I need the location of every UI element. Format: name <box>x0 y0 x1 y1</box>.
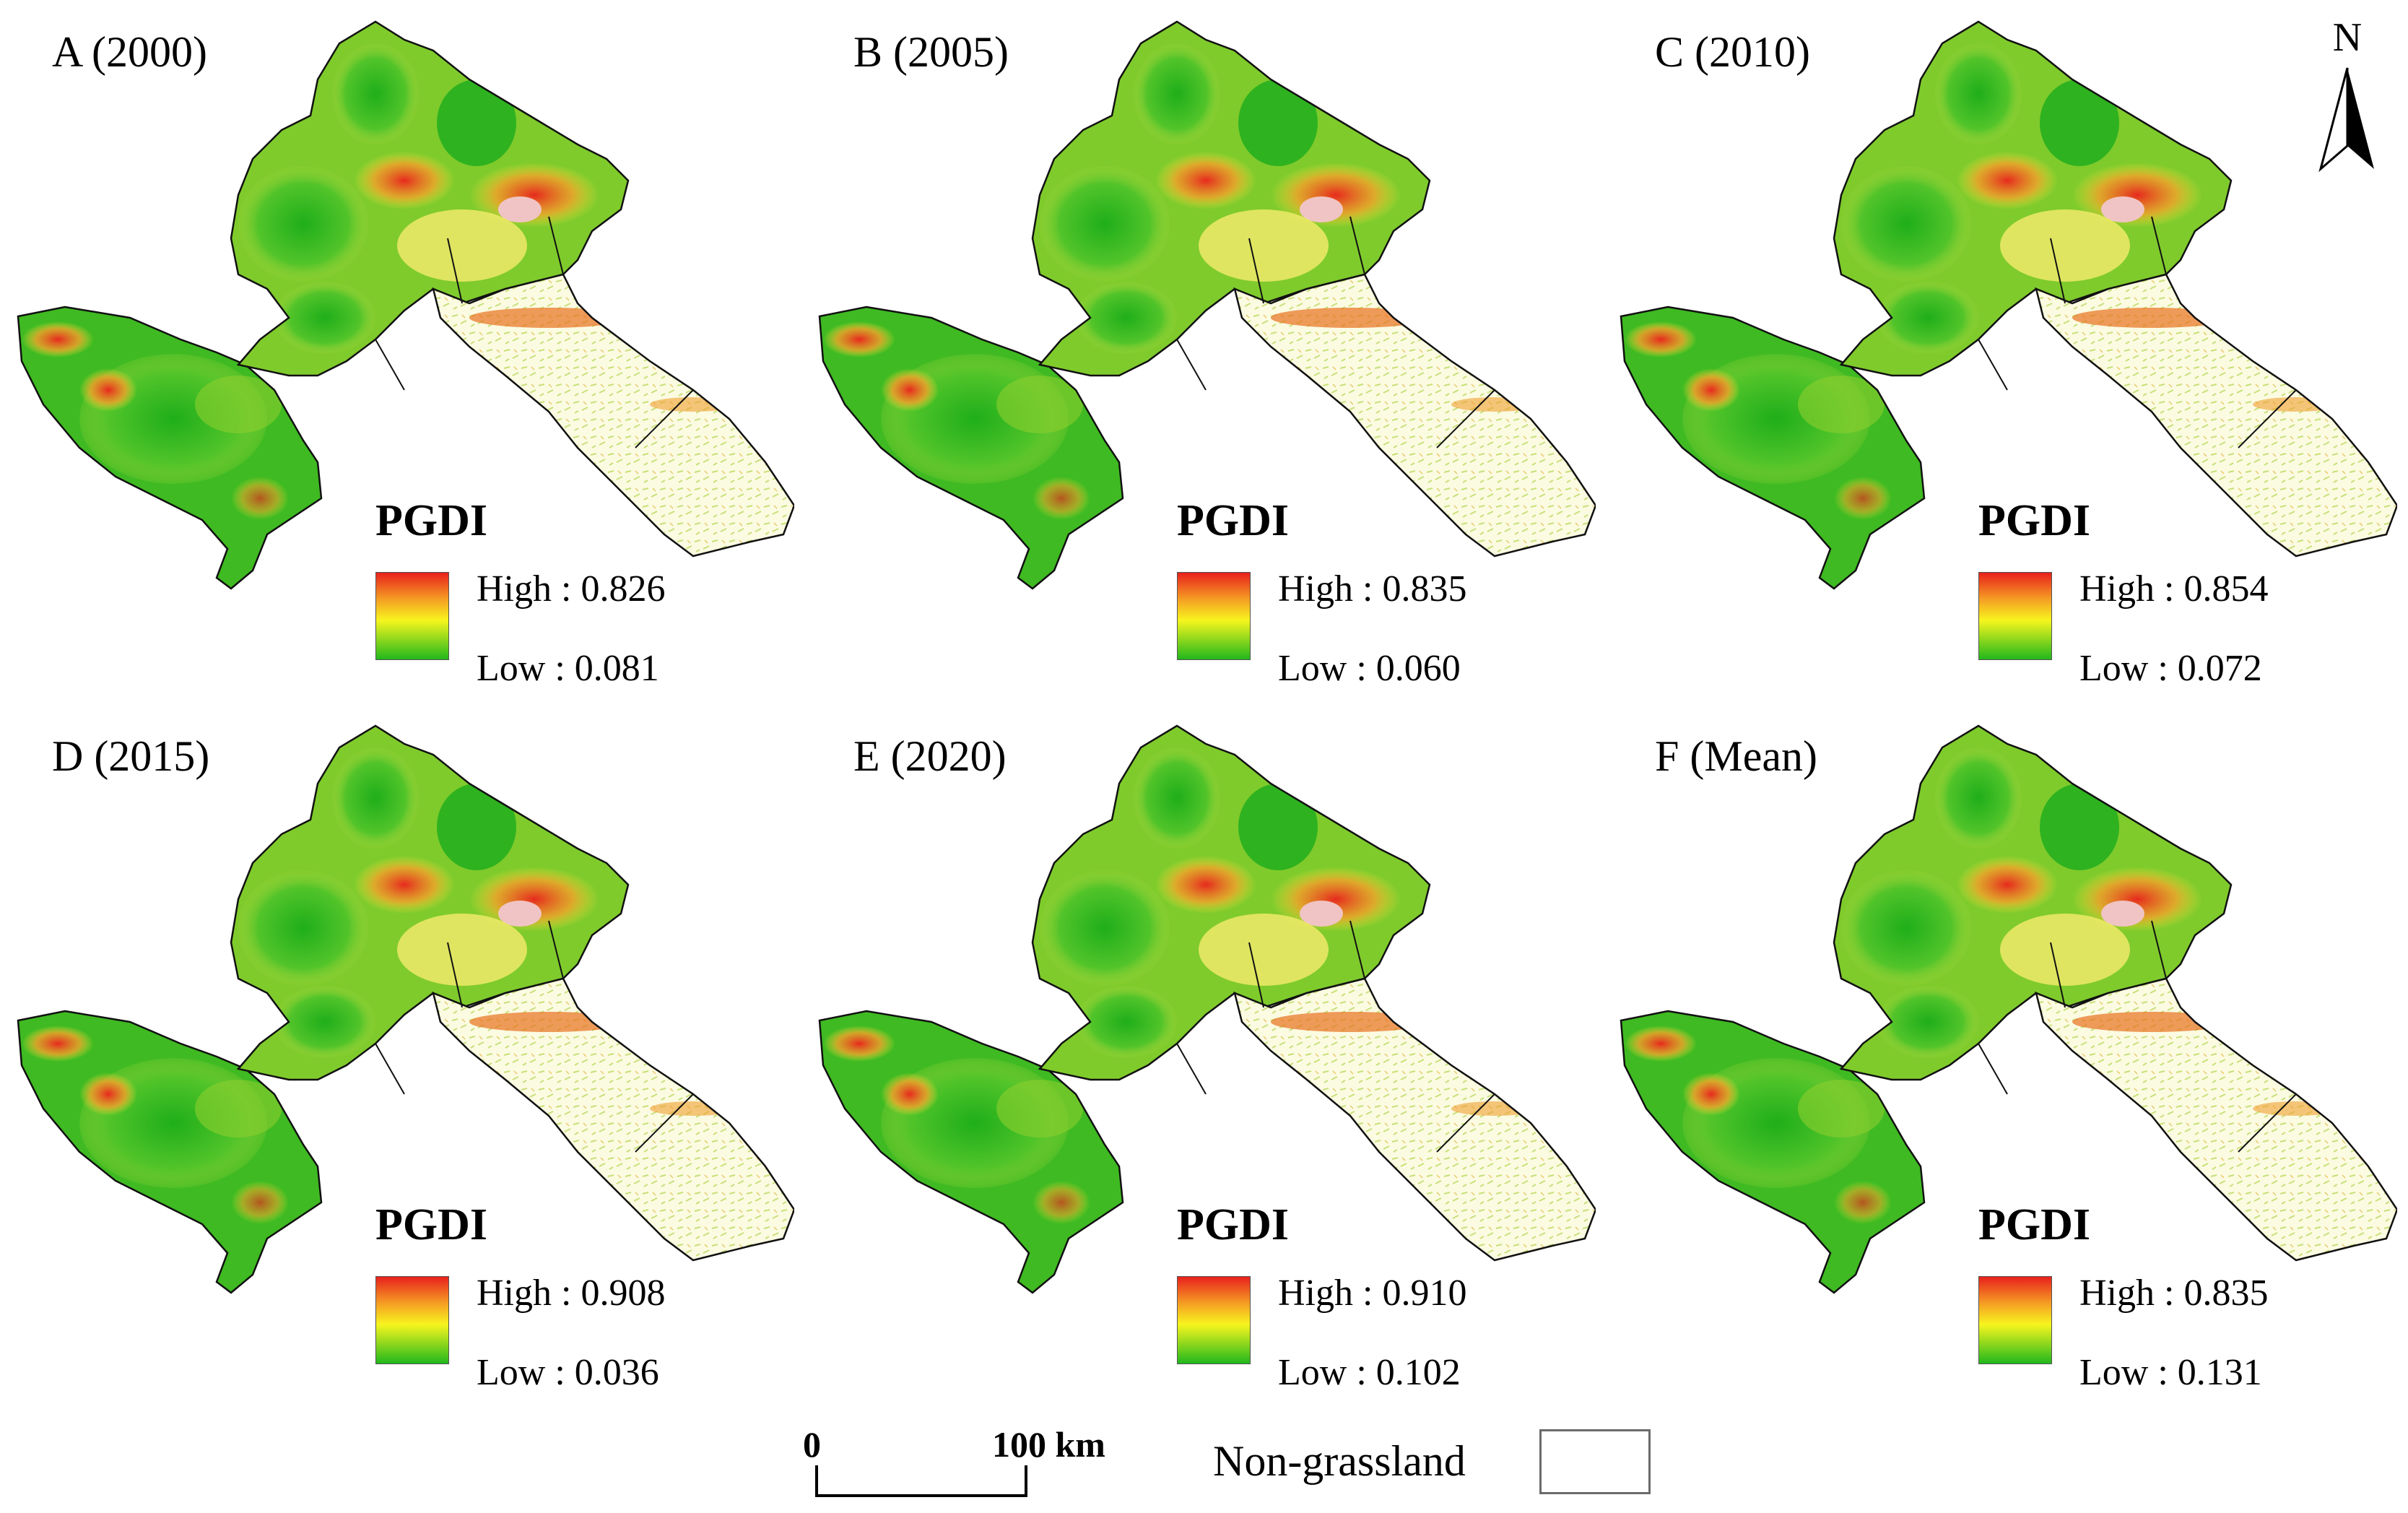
panel-label-f: F (Mean) <box>1655 732 1817 780</box>
legend-high-c: High : 0.854 <box>2079 568 2269 610</box>
legend-title-c: PGDI <box>1978 496 2090 545</box>
legend-f: PGDI High : 0.835 Low : 0.131 <box>1978 1200 2383 1393</box>
panel-label-b: B (2005) <box>853 28 1009 76</box>
legend-high-e: High : 0.910 <box>1278 1273 1467 1314</box>
legend-color-ramp-d <box>375 1276 449 1364</box>
legend-high-f: High : 0.835 <box>2079 1273 2269 1314</box>
north-arrow-letter: N <box>2332 15 2363 60</box>
legend-title-b: PGDI <box>1177 496 1289 545</box>
legend-color-ramp-e <box>1177 1276 1251 1364</box>
legend-b: PGDI High : 0.835 Low : 0.060 <box>1177 496 1581 689</box>
panel-label-a: A (2000) <box>52 28 207 76</box>
panel-label-e: E (2020) <box>853 732 1007 780</box>
legend-high-a: High : 0.826 <box>477 568 666 610</box>
legend-high-b: High : 0.835 <box>1278 568 1467 610</box>
map-panel-e: E (2020) PGDI High : 0.910 Low : 0.102 <box>801 704 1596 1412</box>
map-panel-f: F (Mean) PGDI High : 0.835 Low : 0.131 <box>1603 704 2397 1412</box>
legend-low-e: Low : 0.102 <box>1278 1352 1461 1393</box>
map-panel-a: A (2000) PGDI High : 0.826 Low : 0.081 <box>0 0 794 708</box>
scale-bar-zero: 0 <box>803 1424 821 1465</box>
legend-color-ramp-a <box>375 572 449 660</box>
scale-bar: 0 100 km <box>803 1426 1164 1506</box>
legend-low-d: Low : 0.036 <box>477 1352 659 1393</box>
legend-d: PGDI High : 0.908 Low : 0.036 <box>375 1200 780 1393</box>
legend-high-d: High : 0.908 <box>477 1273 666 1314</box>
scale-bar-distance: 100 km <box>992 1424 1105 1465</box>
legend-low-f: Low : 0.131 <box>2079 1352 2262 1393</box>
non-grassland-swatch <box>1539 1429 1651 1494</box>
legend-c: PGDI High : 0.854 Low : 0.072 <box>1978 496 2383 689</box>
legend-title-f: PGDI <box>1978 1200 2090 1249</box>
legend-low-a: Low : 0.081 <box>477 648 659 689</box>
legend-title-a: PGDI <box>375 496 487 545</box>
scale-bar-line <box>815 1465 1027 1497</box>
legend-color-ramp-c <box>1978 572 2052 660</box>
map-panel-b: B (2005) PGDI High : 0.835 Low : 0.060 <box>801 0 1596 708</box>
map-panel-d: D (2015) PGDI High : 0.908 Low : 0.036 <box>0 704 794 1412</box>
legend-a: PGDI High : 0.826 Low : 0.081 <box>375 496 780 689</box>
legend-low-c: Low : 0.072 <box>2079 648 2262 689</box>
north-arrow-icon <box>2318 67 2374 173</box>
legend-color-ramp-f <box>1978 1276 2052 1364</box>
non-grassland-label: Non-grassland <box>1213 1437 1466 1485</box>
map-panel-c: C (2010) PGDI High : 0.854 Low : 0.072 <box>1603 0 2397 708</box>
legend-low-b: Low : 0.060 <box>1278 648 1461 689</box>
non-grassland-legend: Non-grassland <box>1213 1426 1661 1506</box>
panel-label-d: D (2015) <box>52 732 210 780</box>
legend-title-e: PGDI <box>1177 1200 1289 1249</box>
legend-e: PGDI High : 0.910 Low : 0.102 <box>1177 1200 1581 1393</box>
panel-label-c: C (2010) <box>1655 28 1810 76</box>
legend-color-ramp-b <box>1177 572 1251 660</box>
legend-title-d: PGDI <box>375 1200 487 1249</box>
north-arrow: N <box>2315 17 2380 176</box>
